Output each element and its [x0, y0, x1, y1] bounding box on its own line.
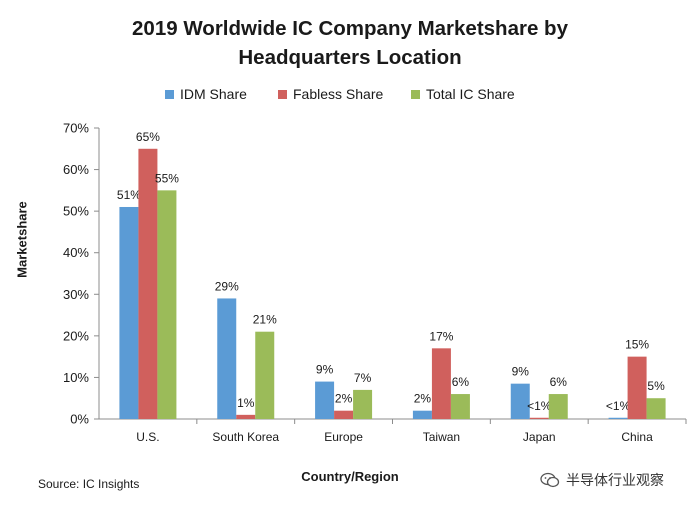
legend-label-fabless: Fabless Share [293, 86, 384, 102]
chart-title: 2019 Worldwide IC Company Marketshare by… [0, 14, 700, 72]
data-label: 55% [155, 171, 179, 185]
x-tick-label: Japan [523, 430, 556, 444]
data-label: 65% [136, 130, 160, 144]
data-label: 51% [117, 188, 141, 202]
bar [450, 394, 470, 419]
chart-title-line-2: Headquarters Location [238, 46, 462, 69]
legend-item-total: Total IC Share [411, 86, 515, 102]
data-label: 6% [452, 375, 470, 389]
data-label: 7% [354, 371, 372, 385]
y-tick-label: 60% [63, 162, 89, 177]
data-label: 1% [237, 396, 255, 410]
legend-swatch-fabless [278, 89, 287, 99]
data-label: 6% [550, 375, 568, 389]
bar [138, 148, 158, 420]
y-tick-label: 30% [63, 287, 89, 302]
wechat-icon [540, 472, 560, 488]
bar [431, 348, 451, 419]
data-label: 2% [414, 392, 432, 406]
x-tick-label: South Korea [212, 430, 279, 444]
data-label: 15% [625, 338, 649, 352]
bar [548, 394, 568, 419]
bar [529, 417, 549, 419]
x-tick-label: Taiwan [423, 430, 460, 444]
chart-legend: IDM Share Fabless Share Total IC Share [0, 86, 700, 106]
data-label: 21% [253, 313, 277, 327]
bar [412, 410, 432, 419]
watermark-text: 半导体行业观察 [566, 472, 664, 488]
x-tick-label: Europe [324, 430, 363, 444]
y-tick-label: 0% [70, 412, 89, 427]
legend-item-idm: IDM Share [165, 86, 247, 102]
bar [119, 206, 139, 419]
y-tick-label: 70% [63, 121, 89, 136]
chart-title-line-1: 2019 Worldwide IC Company Marketshare by [132, 17, 568, 40]
bar [334, 410, 354, 419]
y-tick-label: 40% [63, 245, 89, 260]
data-label: 9% [512, 365, 530, 379]
bar [315, 381, 335, 419]
y-tick-label: 10% [63, 370, 89, 385]
y-tick-label: 50% [63, 204, 89, 219]
x-tick-label: U.S. [136, 430, 159, 444]
source-note: Source: IC Insights [38, 477, 140, 491]
bar [255, 331, 275, 419]
legend-label-idm: IDM Share [180, 86, 247, 102]
bar [510, 383, 530, 419]
bar [353, 389, 373, 419]
x-axis-title: Country/Region [301, 469, 399, 484]
bar [236, 414, 256, 419]
bar [646, 398, 666, 419]
x-tick-label: China [621, 430, 653, 444]
bar [627, 356, 647, 419]
y-tick-label: 20% [63, 328, 89, 343]
watermark: 半导体行业观察 [540, 470, 664, 490]
legend-item-fabless: Fabless Share [278, 86, 383, 102]
data-label: 9% [316, 363, 334, 377]
data-label: <1% [606, 399, 631, 413]
data-label: 29% [215, 279, 239, 293]
legend-swatch-idm [165, 89, 174, 99]
data-label: 2% [335, 392, 353, 406]
data-label: 5% [647, 379, 665, 393]
bar [608, 417, 628, 419]
bar [217, 298, 237, 419]
data-label: <1% [527, 399, 552, 413]
legend-label-total: Total IC Share [426, 86, 515, 102]
data-label: 17% [429, 329, 453, 343]
bar [157, 190, 177, 419]
legend-swatch-total [411, 89, 420, 99]
